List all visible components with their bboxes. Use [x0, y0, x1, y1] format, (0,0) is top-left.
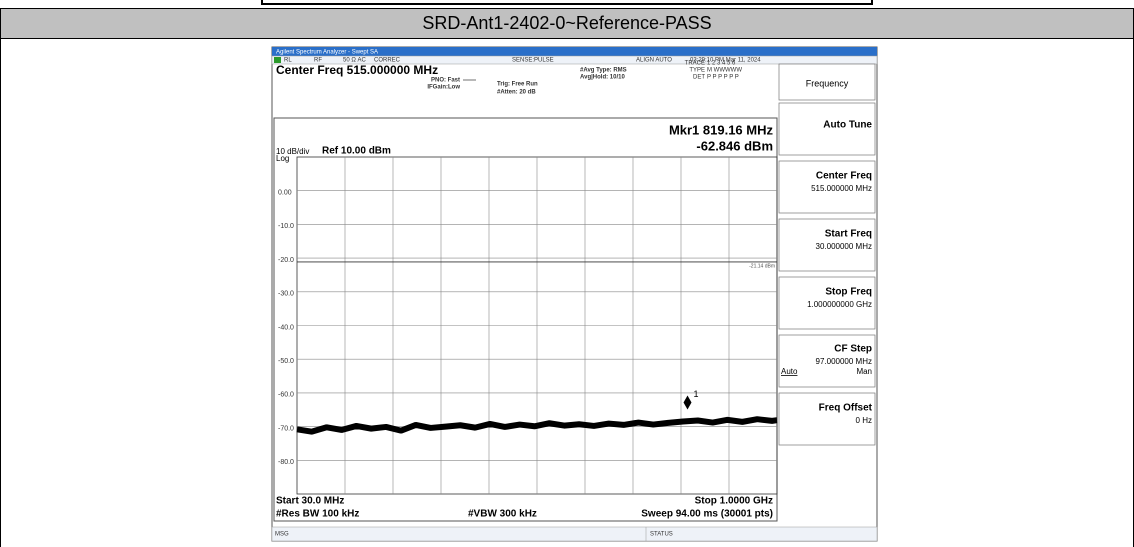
softkey-title: CF Step: [834, 344, 872, 355]
status-item: RL: [284, 58, 292, 64]
lxi-icon: [274, 57, 281, 63]
limit-label: -21.14 dBm: [749, 263, 775, 269]
softkey-title: Center Freq: [816, 171, 872, 182]
softkey-title: Start Freq: [825, 229, 872, 240]
softkey: [778, 102, 876, 156]
status-row: [271, 55, 878, 65]
status-item: RF: [314, 58, 322, 64]
softkey-title: Freq Offset: [819, 403, 873, 414]
status-item: SENSE:PULSE: [512, 58, 554, 64]
header-title: SRD-Ant1-2402-0~Reference-PASS: [422, 13, 711, 33]
softkey-option: Man: [856, 367, 872, 376]
marker-readout: Mkr1 819.16 MHz: [669, 122, 774, 137]
msg-bar: [271, 526, 878, 542]
title-bar: [272, 47, 877, 56]
scale-type: Log: [276, 154, 289, 163]
softkey: [778, 160, 876, 214]
status-item: CORREC: [374, 58, 401, 64]
setting: Trig: Free Run: [497, 82, 538, 88]
trace-label: TYPE: [689, 68, 705, 74]
y-tick-label: -30.0: [278, 291, 294, 298]
scale-div: 10 dB/div: [276, 147, 309, 156]
header-row: [0, 8, 1134, 39]
trace-value: 1 2 3 4 5 6: [707, 61, 736, 67]
y-tick-label: -60.0: [278, 392, 294, 399]
setting: Avg|Hold: 10/10: [580, 75, 625, 81]
status-item: ALIGN AUTO: [636, 58, 672, 64]
softkey-value: 97.000000 MHz: [816, 357, 872, 366]
vbw: #VBW 300 kHz: [468, 509, 537, 520]
trace-value: M WWWWW: [707, 68, 742, 74]
y-tick-label: -50.0: [278, 358, 294, 365]
y-tick-label: -80.0: [278, 459, 294, 466]
softkey-value: 515.000000 MHz: [811, 184, 872, 193]
y-tick-label: -20.0: [278, 257, 294, 264]
setting: #Avg Type: RMS: [580, 68, 627, 74]
status-item: 03:29:10 PM Mar 11, 2024: [690, 58, 761, 64]
marker-label: 1: [694, 389, 699, 399]
softkey: [778, 63, 876, 101]
app-title: Agilent Spectrum Analyzer - Swept SA: [276, 50, 378, 56]
y-tick-label: -10.0: [278, 223, 294, 230]
softkey: [778, 218, 876, 272]
status-item: 50 Ω AC: [343, 58, 366, 64]
softkey: [778, 392, 876, 446]
center-freq: Center Freq 515.000000 MHz: [276, 63, 438, 77]
sweep: Sweep 94.00 ms (30001 pts): [641, 509, 773, 520]
y-tick-label: -70.0: [278, 425, 294, 432]
marker: [683, 395, 692, 410]
softkey-value: 0 Hz: [856, 416, 872, 425]
softkey-title: Stop Freq: [825, 287, 872, 298]
trace-label: DET: [693, 75, 705, 81]
previous-box: [261, 0, 873, 5]
softkey-value: 1.000000000 GHz: [807, 300, 872, 309]
res-bw: #Res BW 100 kHz: [276, 509, 359, 520]
y-tick-label: 0.00: [278, 190, 292, 197]
softkey: [778, 276, 876, 330]
softkey-option: Auto: [781, 367, 798, 376]
status-label: STATUS: [650, 532, 673, 538]
start-freq: Start 30.0 MHz: [276, 496, 344, 507]
softkey-value: 30.000000 MHz: [816, 242, 872, 251]
trace: [296, 416, 778, 435]
softkey: [778, 334, 876, 388]
trace-value: P P P P P P: [707, 75, 739, 81]
softkey-title: Auto Tune: [823, 120, 872, 131]
ref-level: Ref 10.00 dBm: [322, 146, 391, 157]
setting: #Atten: 20 dB: [497, 90, 536, 96]
stop-freq: Stop 1.0000 GHz: [695, 496, 773, 507]
softkey-title: Frequency: [806, 78, 849, 88]
marker-readout: -62.846 dBm: [696, 138, 773, 153]
trace-label: TRACE: [685, 61, 705, 67]
setting: IFGain:Low: [427, 85, 460, 91]
y-tick-label: -40.0: [278, 324, 294, 331]
msg: MSG: [275, 532, 289, 538]
setting: PNO: Fast: [431, 78, 460, 84]
